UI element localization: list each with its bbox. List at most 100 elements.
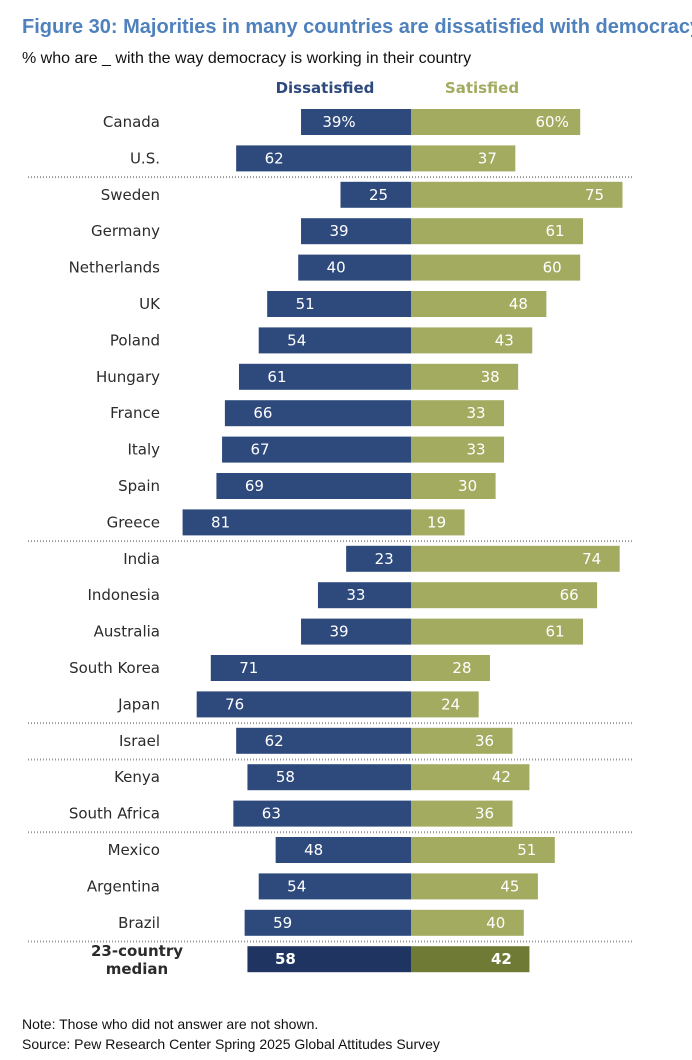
category-label: Argentina [87, 877, 160, 895]
value-label-dissatisfied: 59 [273, 914, 292, 932]
diverging-bar-chart: Dissatisfied Satisfied 39% 60% Canada 62 37 U.S… [28, 79, 632, 978]
bar-dissatisfied [301, 109, 411, 135]
legend-satisfied: Satisfied [445, 79, 519, 97]
category-label: Australia [94, 623, 160, 641]
bar-dissatisfied [233, 800, 411, 827]
category-label: Netherlands [69, 259, 161, 277]
chart-note: Note: Those who did not answer are not s… [22, 1016, 319, 1032]
bar-satisfied [411, 946, 530, 973]
value-label-dissatisfied: 23 [375, 550, 394, 568]
category-label: Greece [107, 513, 160, 531]
bar-satisfied [411, 618, 584, 645]
bar-dissatisfied [236, 727, 411, 754]
category-label: South Africa [69, 805, 160, 823]
value-label-dissatisfied: 62 [265, 149, 284, 167]
value-label-satisfied: 28 [452, 659, 471, 677]
value-label-satisfied: 75 [585, 186, 604, 204]
value-label-satisfied: 61 [545, 623, 564, 641]
bar-satisfied [411, 509, 465, 536]
bar-satisfied [411, 218, 584, 245]
category-label: Germany [91, 222, 160, 240]
value-label-dissatisfied: 39 [329, 222, 348, 240]
category-label: Mexico [108, 841, 160, 859]
value-label-dissatisfied: 40 [327, 259, 346, 277]
value-label-satisfied: 60% [536, 113, 569, 131]
bar-dissatisfied [196, 691, 411, 718]
bar-satisfied [411, 473, 496, 499]
bar-satisfied [411, 363, 519, 390]
category-label: Hungary [96, 368, 160, 386]
bar-satisfied [411, 291, 547, 317]
category-label: U.S. [130, 149, 160, 167]
value-label-dissatisfied: 71 [239, 659, 258, 677]
bar-dissatisfied [301, 218, 411, 245]
value-label-satisfied: 43 [495, 331, 514, 349]
category-label: France [110, 404, 160, 422]
value-label-dissatisfied: 69 [245, 477, 264, 495]
value-label-satisfied: 51 [517, 841, 536, 859]
value-label-dissatisfied: 33 [346, 586, 365, 604]
value-label-dissatisfied: 62 [265, 732, 284, 750]
value-label-dissatisfied: 66 [253, 404, 272, 422]
value-label-satisfied: 45 [500, 877, 519, 895]
category-label: UK [139, 295, 161, 313]
value-label-dissatisfied: 58 [275, 950, 296, 968]
bar-dissatisfied [275, 837, 411, 863]
bar-satisfied [411, 691, 479, 718]
category-label: Japan [117, 695, 160, 713]
chart-subtitle: % who are _ with the way democracy is wo… [22, 50, 472, 67]
value-label-satisfied: 38 [481, 368, 500, 386]
value-label-satisfied: 36 [475, 805, 494, 823]
bar-satisfied [411, 181, 623, 208]
bar-satisfied [411, 727, 513, 754]
bar-dissatisfied [346, 545, 411, 572]
category-label: South Korea [69, 659, 160, 677]
bar-dissatisfied [247, 764, 411, 791]
value-label-dissatisfied: 81 [211, 513, 230, 531]
value-label-dissatisfied: 25 [369, 186, 388, 204]
bar-satisfied [411, 545, 620, 572]
bar-dissatisfied [222, 436, 411, 463]
value-label-dissatisfied: 76 [225, 695, 244, 713]
value-label-satisfied: 30 [458, 477, 477, 495]
chart-source: Source: Pew Research Center Spring 2025 … [22, 1036, 440, 1052]
bar-satisfied [411, 254, 581, 281]
bar-dissatisfied [238, 363, 411, 390]
value-label-dissatisfied: 39% [322, 113, 355, 131]
category-label: Brazil [118, 914, 160, 932]
bar-dissatisfied [258, 327, 411, 354]
bar-dissatisfied [317, 582, 411, 609]
category-label: Kenya [114, 768, 160, 786]
value-label-satisfied: 66 [560, 586, 579, 604]
category-label: Poland [110, 331, 160, 349]
bar-satisfied [411, 655, 490, 681]
bar-dissatisfied [182, 509, 411, 536]
value-label-satisfied: 60 [543, 259, 562, 277]
bar-dissatisfied [224, 400, 411, 427]
bar-satisfied [411, 109, 581, 135]
bar-satisfied [411, 800, 513, 827]
value-label-satisfied: 61 [545, 222, 564, 240]
category-label: Israel [119, 732, 160, 750]
value-label-satisfied: 40 [486, 914, 505, 932]
bar-dissatisfied [236, 145, 411, 172]
bar-dissatisfied [258, 873, 411, 900]
bar-satisfied [411, 764, 530, 791]
value-label-dissatisfied: 58 [276, 768, 295, 786]
category-label: Indonesia [87, 586, 160, 604]
value-label-satisfied: 42 [492, 768, 511, 786]
value-label-dissatisfied: 54 [287, 877, 306, 895]
value-label-satisfied: 33 [467, 441, 486, 459]
value-label-dissatisfied: 48 [304, 841, 323, 859]
bar-satisfied [411, 909, 524, 936]
value-label-satisfied: 37 [478, 149, 497, 167]
category-label: Italy [127, 441, 160, 459]
bar-satisfied [411, 837, 555, 863]
bar-satisfied [411, 873, 538, 900]
bar-dissatisfied [244, 909, 411, 936]
bar-dissatisfied [301, 618, 411, 645]
value-label-satisfied: 19 [427, 513, 446, 531]
bar-satisfied [411, 582, 598, 609]
category-label: Canada [103, 113, 160, 131]
value-label-dissatisfied: 61 [267, 368, 286, 386]
